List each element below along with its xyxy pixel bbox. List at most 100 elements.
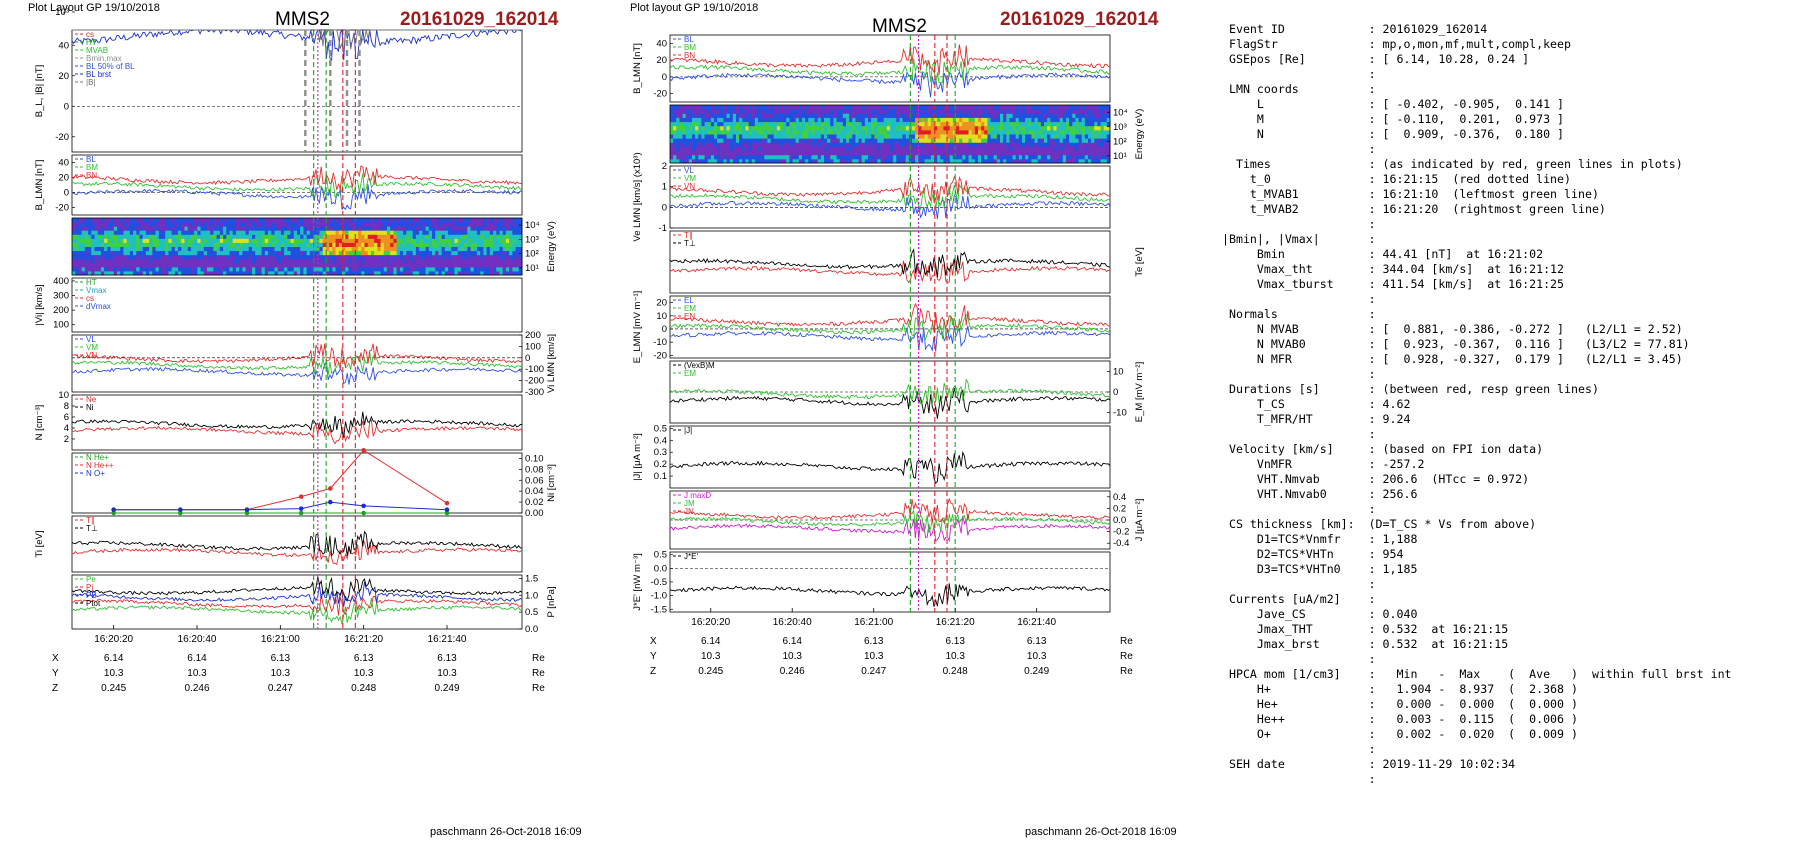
heatmap-cell xyxy=(155,266,160,272)
heatmap-cell xyxy=(1025,150,1029,156)
heatmap-cell xyxy=(934,150,938,156)
ephemeris-value: 10.3 xyxy=(1027,651,1047,662)
heatmap-cell xyxy=(934,129,938,135)
heatmap-cell xyxy=(1050,125,1054,131)
heatmap-cell xyxy=(84,250,89,256)
heatmap-cell xyxy=(956,138,960,143)
heatmap-cell xyxy=(412,234,417,239)
heatmap-cell xyxy=(139,266,144,272)
heatmap-cell xyxy=(789,117,794,123)
heatmap-cell xyxy=(432,266,436,272)
heatmap-cell xyxy=(467,222,472,227)
heatmap-cell xyxy=(351,262,356,268)
heatmap-cell xyxy=(1078,105,1083,110)
heatmap-cell xyxy=(229,258,234,264)
heatmap-cell xyxy=(187,258,192,264)
heatmap-cell xyxy=(290,270,295,276)
heatmap-cell xyxy=(956,158,960,164)
heatmap-cell xyxy=(149,270,153,276)
heatmap-cell xyxy=(918,146,922,152)
heatmap-cell xyxy=(707,109,712,114)
heatmap-cell xyxy=(403,266,407,272)
heatmap-cell xyxy=(252,246,256,252)
heatmap-cell xyxy=(861,150,866,156)
heatmap-cell xyxy=(1006,134,1010,139)
heatmap-cell xyxy=(502,222,507,227)
heatmap-cell xyxy=(226,226,230,231)
heatmap-cell xyxy=(370,242,375,247)
heatmap-cell xyxy=(984,158,988,164)
y-tick-label: 100 xyxy=(53,320,69,331)
heatmap-cell xyxy=(393,226,398,231)
heatmap-cell xyxy=(978,105,982,110)
heatmap-cell xyxy=(805,142,809,147)
heatmap-cell xyxy=(155,270,160,276)
heatmap-cell xyxy=(374,226,378,231)
heatmap-cell xyxy=(984,146,988,152)
heatmap-cell xyxy=(361,266,365,272)
heatmap-cell xyxy=(1031,142,1036,147)
heatmap-cell xyxy=(1044,109,1048,114)
heatmap-cell xyxy=(893,117,897,123)
heatmap-cell xyxy=(934,138,938,143)
heatmap-cell xyxy=(1097,125,1102,131)
heatmap-cell xyxy=(1084,113,1089,118)
heatmap-cell xyxy=(704,158,709,164)
y-tick-label: 0.4 xyxy=(654,435,667,446)
heatmap-cell xyxy=(419,246,423,252)
y-tick-label: 10 xyxy=(656,311,667,322)
heatmap-cell xyxy=(290,218,295,223)
heatmap-cell xyxy=(937,117,941,123)
heatmap-cell xyxy=(268,238,272,243)
heatmap-cell xyxy=(168,250,173,256)
heatmap-cell xyxy=(987,121,992,127)
heatmap-cell xyxy=(990,138,995,143)
heatmap-cell xyxy=(329,234,333,239)
heatmap-cell xyxy=(714,134,718,139)
heatmap-cell xyxy=(252,254,256,260)
heatmap-cell xyxy=(861,129,866,135)
heatmap-cell xyxy=(448,226,452,231)
heatmap-cell xyxy=(325,266,330,272)
heatmap-cell xyxy=(309,246,314,252)
heatmap-cell xyxy=(880,129,885,135)
heatmap-cell xyxy=(489,230,494,235)
heatmap-cell xyxy=(770,129,775,135)
heatmap-cell xyxy=(811,113,816,118)
heatmap-cell xyxy=(842,113,847,118)
heatmap-cell xyxy=(833,113,838,118)
ephemeris-value: 0.246 xyxy=(780,666,805,677)
heatmap-cell xyxy=(377,270,382,276)
heatmap-cell xyxy=(770,146,775,152)
heatmap-cell xyxy=(322,262,327,268)
heatmap-cell xyxy=(846,109,850,114)
heatmap-cell xyxy=(864,146,869,152)
heatmap-cell xyxy=(280,254,285,260)
heatmap-cell xyxy=(849,154,853,160)
heatmap-cell xyxy=(1075,150,1080,156)
heatmap-cell xyxy=(707,117,712,123)
heatmap-cell xyxy=(861,138,866,143)
heatmap-cell xyxy=(1040,125,1045,131)
heatmap-cell xyxy=(849,158,853,164)
heatmap-cell xyxy=(171,266,176,272)
heatmap-cell xyxy=(795,154,800,160)
y-tick-label: -200 xyxy=(525,376,544,387)
ephemeris-unit: Re xyxy=(1120,651,1133,662)
heatmap-cell xyxy=(820,113,825,118)
heatmap-cell xyxy=(729,117,734,123)
heatmap-cell xyxy=(827,142,831,147)
heatmap-cell xyxy=(814,129,819,135)
heatmap-cell xyxy=(235,234,240,239)
heatmap-cell xyxy=(351,222,356,227)
heatmap-cell xyxy=(688,158,693,164)
heatmap-cell xyxy=(1084,121,1089,127)
heatmap-cell xyxy=(896,117,900,123)
heatmap-cell xyxy=(338,238,343,243)
heatmap-cell xyxy=(493,258,497,264)
heatmap-cell xyxy=(899,158,904,164)
heatmap-cell xyxy=(893,142,897,147)
heatmap-cell xyxy=(348,218,353,223)
heatmap-cell xyxy=(776,146,781,152)
